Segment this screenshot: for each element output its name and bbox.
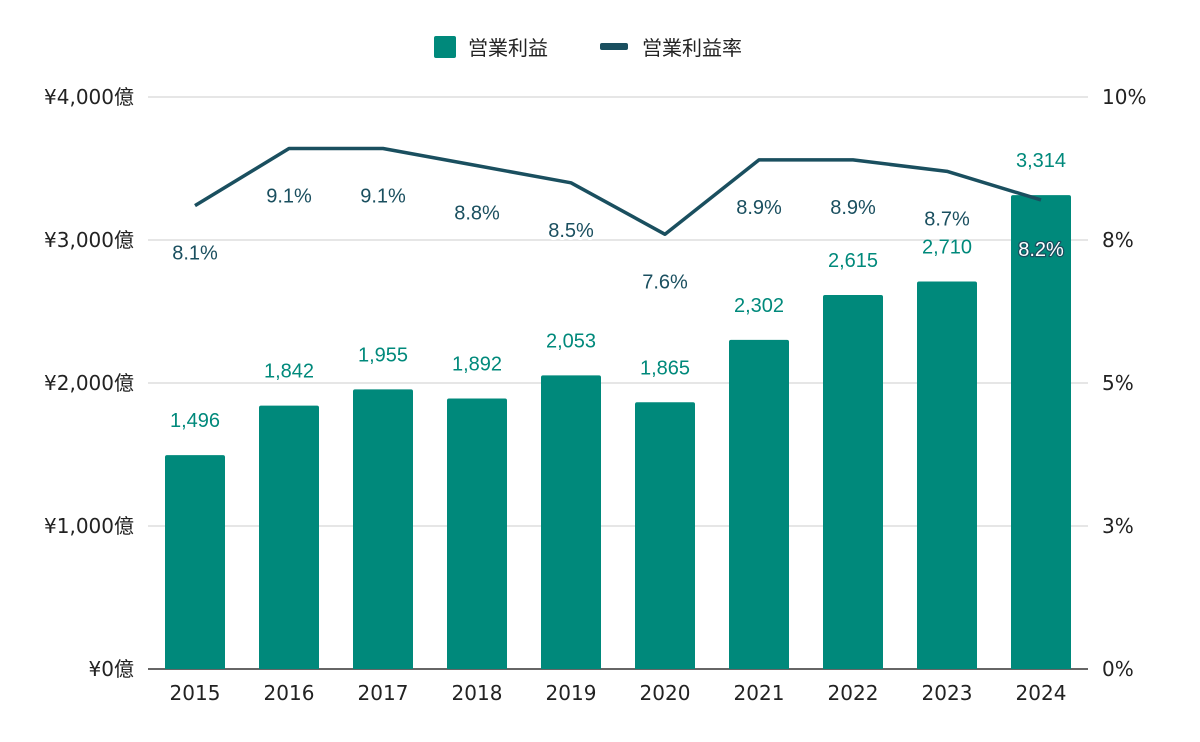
x-tick-label: 2019 xyxy=(546,681,597,705)
legend-bar-label: 営業利益 xyxy=(468,36,548,60)
bar xyxy=(823,295,883,669)
right-tick-label: 10% xyxy=(1102,85,1146,109)
right-tick-label: 5% xyxy=(1102,371,1134,395)
line-series xyxy=(194,146,1042,237)
bar-value-label: 3,314 xyxy=(1016,150,1066,172)
line-value-label: 8.9% xyxy=(830,197,876,219)
right-axis: 0% 3% 5% 8% 10% xyxy=(1102,85,1146,681)
bar xyxy=(635,402,695,669)
bar xyxy=(1011,195,1071,669)
line-value-label: 8.8% xyxy=(454,203,500,225)
right-tick-label: 3% xyxy=(1102,514,1134,538)
x-tick-label: 2022 xyxy=(828,681,879,705)
legend-line-swatch xyxy=(600,43,628,50)
right-tick-label: 0% xyxy=(1102,657,1134,681)
line-data-labels: 8.1% 9.1% 9.1% 8.8% 8.5% 7.6% 8.9% 8.9% 8.7% 8.2% xyxy=(169,182,1065,296)
left-tick-label: ¥1,000億 xyxy=(44,514,134,538)
left-tick-label: ¥0億 xyxy=(89,657,134,681)
bar xyxy=(729,339,789,669)
x-tick-label: 2020 xyxy=(640,681,691,705)
left-tick-label: ¥3,000億 xyxy=(44,228,134,252)
bar-data-labels: 1,496 1,842 1,955 1,892 2,053 1,865 2,302 2,615… xyxy=(170,150,1066,432)
line-value-label: 9.1% xyxy=(360,185,406,207)
left-tick-label: ¥4,000億 xyxy=(44,85,134,109)
bar-value-label: 1,496 xyxy=(170,410,220,432)
left-axis: ¥0億 ¥1,000億 ¥2,000億 ¥3,000億 ¥4,000億 xyxy=(44,85,134,681)
bar xyxy=(447,398,507,669)
bar-value-label: 1,865 xyxy=(640,357,690,379)
bar-value-label: 2,615 xyxy=(828,250,878,272)
x-tick-label: 2018 xyxy=(452,681,503,705)
line-value-label: 8.5% xyxy=(548,220,594,242)
line-value-label: 7.6% xyxy=(642,271,688,293)
legend-line-label: 営業利益率 xyxy=(642,36,742,60)
bar xyxy=(259,405,319,669)
legend: 営業利益 営業利益率 xyxy=(434,36,742,60)
x-tick-label: 2024 xyxy=(1016,681,1067,705)
margin-line xyxy=(194,146,1042,237)
bar-value-label: 2,710 xyxy=(922,236,972,258)
x-tick-label: 2021 xyxy=(734,681,785,705)
bar-value-label: 2,302 xyxy=(734,295,784,317)
line-value-label: 8.7% xyxy=(924,208,970,230)
x-axis: 2015 2016 2017 2018 2019 2020 2021 2022 2023 2024 xyxy=(170,681,1067,705)
bar xyxy=(541,375,601,669)
x-tick-label: 2016 xyxy=(264,681,315,705)
bar-value-label: 1,842 xyxy=(264,361,314,383)
bar xyxy=(917,281,977,669)
x-tick-label: 2017 xyxy=(358,681,409,705)
x-tick-label: 2023 xyxy=(922,681,973,705)
left-tick-label: ¥2,000億 xyxy=(44,371,134,395)
line-value-label: 9.1% xyxy=(266,185,312,207)
line-value-label: 8.1% xyxy=(172,243,218,265)
bar-series xyxy=(165,195,1071,669)
bar-value-label: 1,892 xyxy=(452,353,502,375)
bar-value-label: 1,955 xyxy=(358,344,408,366)
bar-value-label: 2,053 xyxy=(546,330,596,352)
line-value-label: 8.2% xyxy=(1018,239,1064,261)
right-tick-label: 8% xyxy=(1102,228,1134,252)
x-tick-label: 2015 xyxy=(170,681,221,705)
bar xyxy=(165,455,225,669)
bar xyxy=(353,389,413,669)
legend-bar-swatch xyxy=(434,36,456,58)
line-value-label: 8.9% xyxy=(736,197,782,219)
